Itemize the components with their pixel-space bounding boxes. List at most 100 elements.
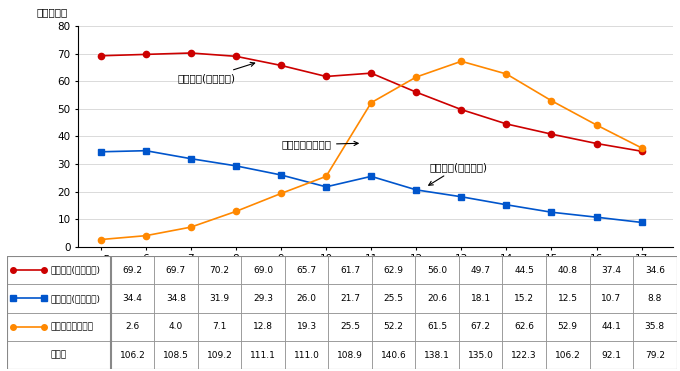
Text: 69.0: 69.0 bbox=[253, 266, 273, 275]
Text: 79.2: 79.2 bbox=[645, 351, 665, 359]
Bar bbox=[459, 341, 503, 369]
Bar bbox=[7, 284, 111, 312]
Bar bbox=[415, 256, 459, 284]
Text: （万回線）: （万回線） bbox=[37, 7, 68, 17]
Bar bbox=[372, 341, 415, 369]
Bar bbox=[328, 312, 372, 341]
Bar bbox=[546, 256, 590, 284]
Bar bbox=[154, 312, 198, 341]
Bar bbox=[590, 312, 633, 341]
Text: 高速デジタル伝送: 高速デジタル伝送 bbox=[50, 322, 93, 331]
Bar bbox=[459, 256, 503, 284]
Bar bbox=[633, 312, 677, 341]
Bar bbox=[198, 284, 241, 312]
Text: 12.8: 12.8 bbox=[253, 322, 273, 331]
Bar bbox=[198, 341, 241, 369]
Text: 一般専用(符号品目): 一般専用(符号品目) bbox=[50, 294, 101, 303]
Text: 122.3: 122.3 bbox=[511, 351, 537, 359]
Text: 34.4: 34.4 bbox=[122, 294, 142, 303]
Text: （年度末）: （年度末） bbox=[642, 262, 673, 272]
Bar bbox=[590, 284, 633, 312]
Bar bbox=[111, 312, 154, 341]
Bar bbox=[503, 312, 546, 341]
Bar bbox=[503, 256, 546, 284]
Bar bbox=[546, 284, 590, 312]
Bar bbox=[7, 341, 111, 369]
Text: 138.1: 138.1 bbox=[424, 351, 450, 359]
Text: 44.1: 44.1 bbox=[601, 322, 622, 331]
Bar bbox=[372, 256, 415, 284]
Text: 61.7: 61.7 bbox=[340, 266, 360, 275]
Text: 92.1: 92.1 bbox=[601, 351, 622, 359]
Bar bbox=[459, 284, 503, 312]
Bar bbox=[154, 256, 198, 284]
Text: 70.2: 70.2 bbox=[209, 266, 229, 275]
Bar bbox=[459, 312, 503, 341]
Text: 106.2: 106.2 bbox=[555, 351, 581, 359]
Text: 35.8: 35.8 bbox=[645, 322, 665, 331]
Text: 108.5: 108.5 bbox=[163, 351, 189, 359]
Bar bbox=[285, 312, 328, 341]
Bar bbox=[241, 284, 285, 312]
Bar bbox=[590, 341, 633, 369]
Bar bbox=[633, 284, 677, 312]
Bar bbox=[546, 341, 590, 369]
Bar bbox=[328, 256, 372, 284]
Bar bbox=[285, 341, 328, 369]
Text: 109.2: 109.2 bbox=[207, 351, 233, 359]
Text: 29.3: 29.3 bbox=[253, 294, 273, 303]
Text: 25.5: 25.5 bbox=[340, 322, 360, 331]
Bar bbox=[241, 341, 285, 369]
Text: 37.4: 37.4 bbox=[601, 266, 622, 275]
Bar bbox=[415, 312, 459, 341]
Text: 69.7: 69.7 bbox=[166, 266, 186, 275]
Text: 4.0: 4.0 bbox=[169, 322, 183, 331]
Bar bbox=[198, 312, 241, 341]
Text: 52.9: 52.9 bbox=[558, 322, 578, 331]
Bar bbox=[503, 284, 546, 312]
Bar bbox=[7, 312, 111, 341]
Text: 34.6: 34.6 bbox=[645, 266, 665, 275]
Text: 一般専用(符号品目): 一般専用(符号品目) bbox=[428, 162, 488, 185]
Text: 26.0: 26.0 bbox=[296, 294, 316, 303]
Text: 69.2: 69.2 bbox=[122, 266, 142, 275]
Bar bbox=[285, 256, 328, 284]
Bar bbox=[154, 341, 198, 369]
Text: 25.5: 25.5 bbox=[384, 294, 404, 303]
Text: 40.8: 40.8 bbox=[558, 266, 578, 275]
Text: 111.0: 111.0 bbox=[294, 351, 320, 359]
Bar bbox=[415, 284, 459, 312]
Bar bbox=[154, 284, 198, 312]
Bar bbox=[633, 341, 677, 369]
Text: 19.3: 19.3 bbox=[296, 322, 317, 331]
Bar bbox=[503, 341, 546, 369]
Bar bbox=[111, 341, 154, 369]
Text: 21.7: 21.7 bbox=[340, 294, 360, 303]
Text: 52.2: 52.2 bbox=[384, 322, 403, 331]
Bar bbox=[415, 341, 459, 369]
Text: 一般専用(帯域品目): 一般専用(帯域品目) bbox=[50, 266, 101, 275]
Text: 34.8: 34.8 bbox=[166, 294, 186, 303]
Text: 8.8: 8.8 bbox=[647, 294, 662, 303]
Bar bbox=[590, 256, 633, 284]
Text: 7.1: 7.1 bbox=[212, 322, 226, 331]
Bar bbox=[328, 341, 372, 369]
Text: 15.2: 15.2 bbox=[514, 294, 534, 303]
Bar bbox=[111, 284, 154, 312]
Text: 65.7: 65.7 bbox=[296, 266, 317, 275]
Text: 67.2: 67.2 bbox=[471, 322, 491, 331]
Text: 135.0: 135.0 bbox=[468, 351, 494, 359]
Text: 12.5: 12.5 bbox=[558, 294, 578, 303]
Text: 49.7: 49.7 bbox=[471, 266, 491, 275]
Text: 44.5: 44.5 bbox=[514, 266, 534, 275]
Text: 18.1: 18.1 bbox=[471, 294, 491, 303]
Text: 62.6: 62.6 bbox=[514, 322, 534, 331]
Bar bbox=[241, 312, 285, 341]
Text: 10.7: 10.7 bbox=[601, 294, 622, 303]
Text: 31.9: 31.9 bbox=[209, 294, 230, 303]
Bar bbox=[328, 284, 372, 312]
Bar bbox=[285, 284, 328, 312]
Text: 62.9: 62.9 bbox=[384, 266, 404, 275]
Bar bbox=[7, 256, 111, 284]
Text: 140.6: 140.6 bbox=[381, 351, 407, 359]
